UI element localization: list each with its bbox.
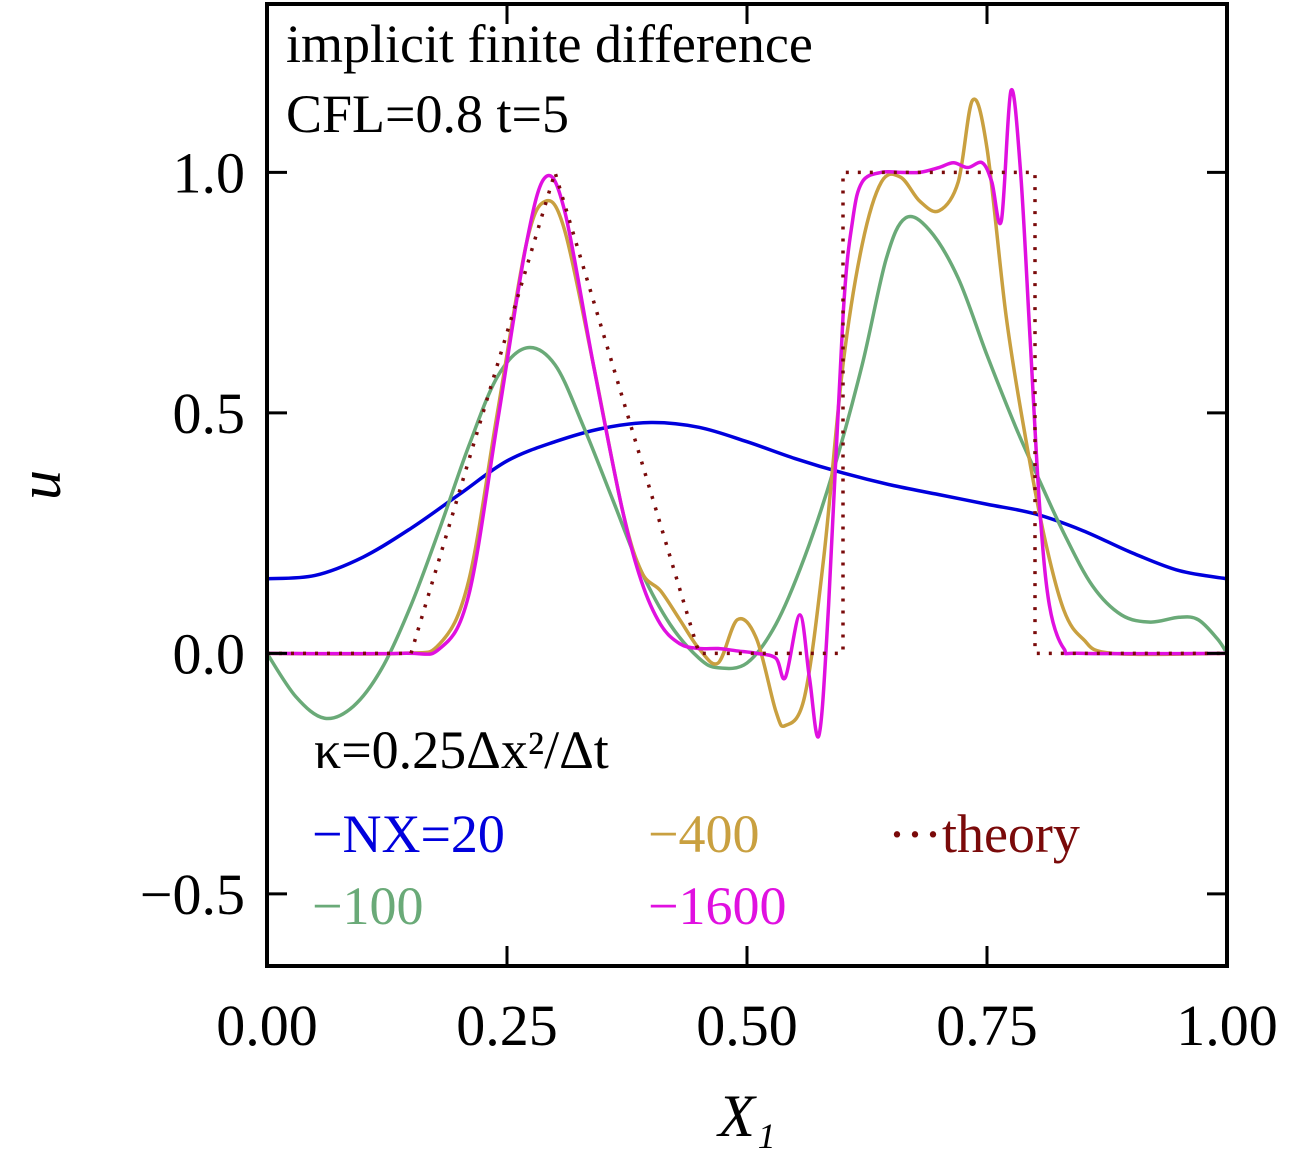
x-axis-label: X₁ [716,1083,776,1149]
x-tick-label: 0.00 [216,993,318,1058]
legend: −NX=20 −100 −400 −1600 ···theory [312,804,1080,936]
legend-entry-400: −400 [648,804,759,864]
x-tick-label: 0.25 [456,993,558,1058]
chart-title-line-2: CFL=0.8 t=5 [286,84,569,144]
legend-entry-1600: −1600 [648,876,786,936]
x-tick-label: 0.75 [936,993,1038,1058]
x-tick-label: 0.50 [696,993,798,1058]
y-tick-label: 1.0 [173,140,246,205]
chart-title-line-1: implicit finite difference [286,14,813,74]
y-axis-label: u [7,470,73,500]
y-tick-label: 0.0 [173,621,246,686]
legend-entry-theory: ···theory [888,804,1080,864]
legend-entry-nx20: −NX=20 [312,804,505,864]
series-line-nx-20 [266,420,1228,581]
series-line-400 [266,97,1228,729]
series-line-theory [267,170,1227,656]
tick-layer: 0.00 0.25 0.50 0.75 1.00 −0.5 0.0 0.5 1.0 [140,4,1278,1058]
series-layer [265,88,1229,739]
y-tick-label: 0.5 [173,381,246,446]
y-tick-label: −0.5 [140,862,245,927]
diffusivity-annotation: κ=0.25Δx²/Δt [314,720,609,780]
x-tick-label: 1.00 [1176,993,1278,1058]
legend-entry-100: −100 [312,876,423,936]
series-line-100 [265,214,1229,721]
